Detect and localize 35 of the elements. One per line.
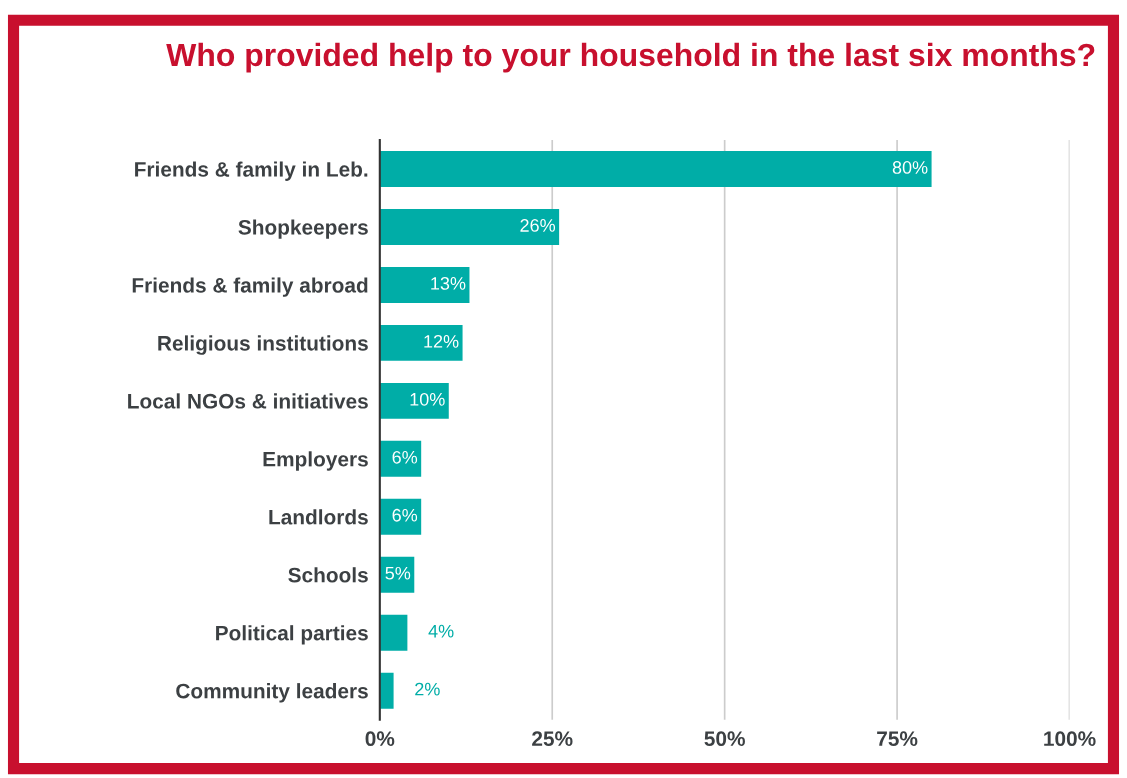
y-tick-label: Local NGOs & initiatives	[128, 393, 368, 409]
bar	[379, 324, 463, 361]
bar	[379, 440, 422, 477]
chart-title: Who provided help to your household in the last six months?	[166, 42, 1095, 73]
data-label: 6%	[392, 450, 418, 464]
bar	[379, 672, 394, 709]
bar	[379, 382, 449, 419]
bar	[379, 151, 932, 187]
y-tick-label: Landlords	[269, 509, 368, 525]
data-label: 26%	[520, 219, 556, 232]
x-tick-label: 25%	[532, 731, 573, 747]
bar	[379, 209, 560, 245]
x-tick-label: 75%	[877, 731, 918, 747]
x-tick-label: 50%	[704, 731, 745, 747]
data-label: 5%	[385, 566, 411, 580]
y-tick-label: Friends & family in Leb.	[135, 161, 368, 181]
data-label: 13%	[431, 277, 466, 290]
data-label: 10%	[410, 392, 445, 406]
bar	[379, 266, 470, 303]
data-label: 2%	[415, 682, 440, 696]
y-tick-label: Community leaders	[176, 683, 368, 703]
data-label: 4%	[428, 624, 454, 638]
y-tick-label: Friends & family abroad	[132, 277, 368, 297]
data-label: 12%	[424, 334, 459, 348]
x-tick-label: 0%	[365, 731, 395, 747]
data-label: 80%	[892, 161, 928, 174]
y-tick-label: Political parties	[216, 625, 368, 645]
y-tick-label: Employers	[263, 451, 368, 471]
y-tick-label: Religious institutions	[158, 335, 368, 355]
data-label: 6%	[392, 508, 418, 522]
y-tick-label: Shopkeepers	[238, 219, 368, 239]
y-tick-label: Schools	[288, 567, 368, 583]
x-tick-label: 100%	[1044, 731, 1096, 747]
bar	[379, 614, 408, 651]
bar	[379, 498, 422, 535]
